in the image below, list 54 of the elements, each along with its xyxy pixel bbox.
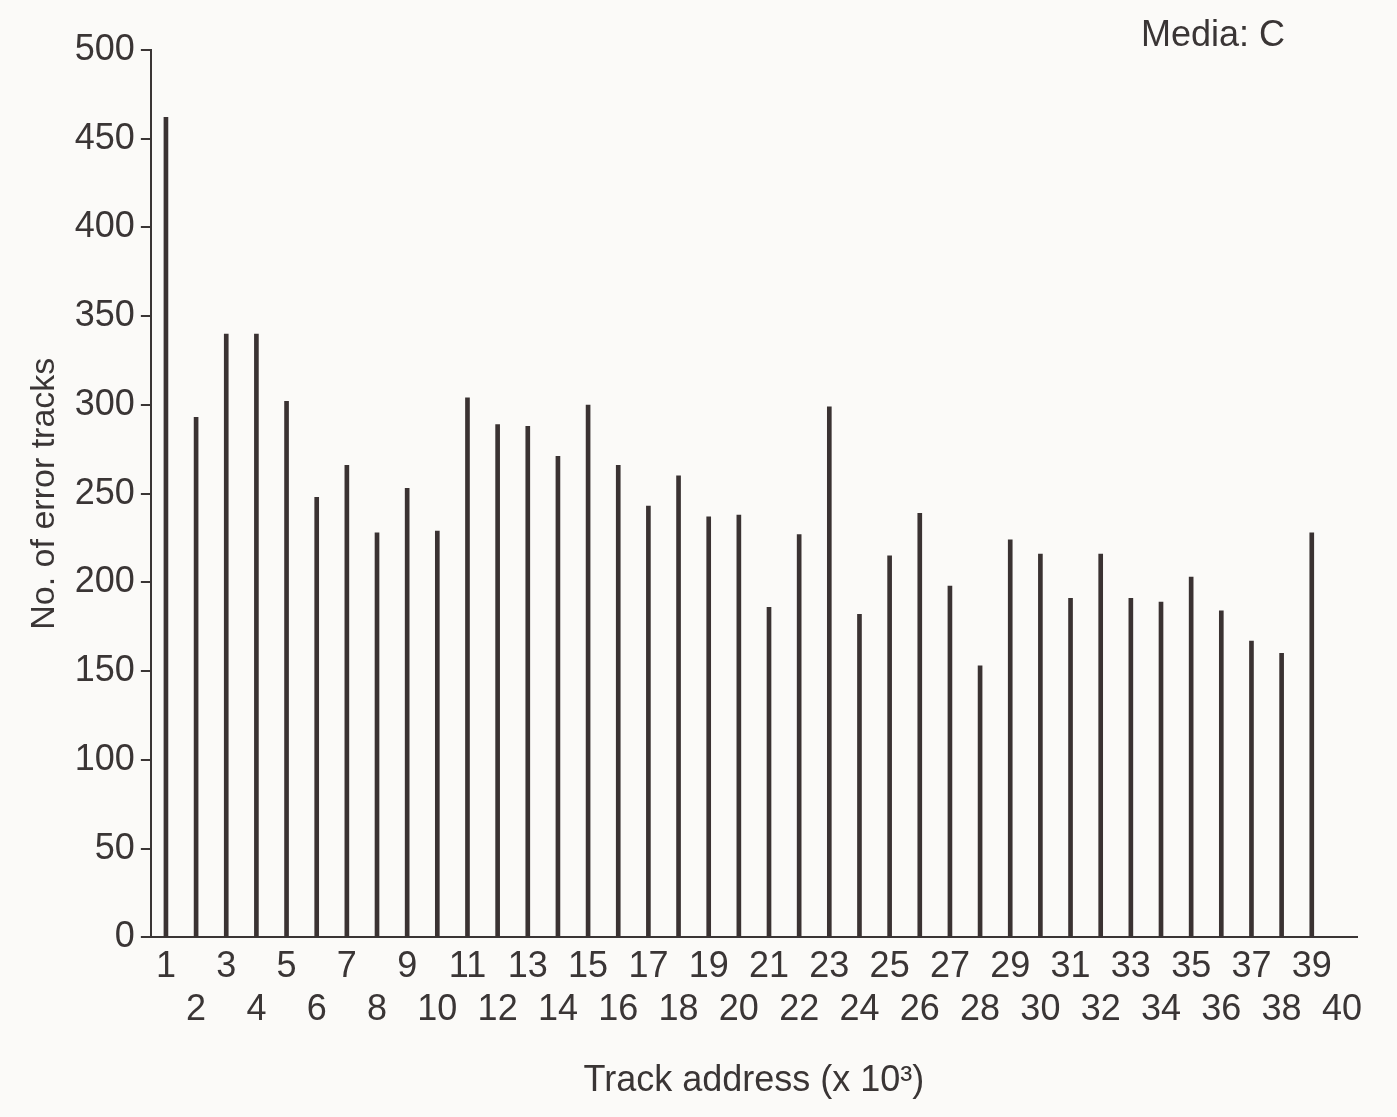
x-tick-label: 1 [155, 943, 176, 985]
x-tick-label: 10 [417, 987, 458, 1029]
x-tick-label: 39 [1291, 943, 1332, 985]
x-tick-label: 27 [929, 943, 970, 985]
x-tick-label: 28 [960, 987, 1001, 1029]
x-tick-label: 34 [1140, 987, 1182, 1029]
x-tick-label: 30 [1020, 987, 1061, 1029]
y-tick-label: 350 [74, 293, 135, 335]
x-tick-label: 3 [216, 943, 237, 985]
y-tick-label: 400 [74, 204, 135, 246]
y-tick-label: 150 [74, 648, 135, 690]
x-axis-title: Track address (x 10³) [583, 1058, 925, 1100]
x-tick-label: 5 [276, 943, 297, 985]
x-tick-label: 25 [869, 943, 910, 985]
x-tick-label: 16 [598, 987, 639, 1029]
x-tick-label: 24 [839, 987, 880, 1029]
x-tick-label: 11 [448, 943, 487, 985]
x-tick-label: 15 [568, 943, 609, 985]
y-tick-label: 300 [74, 381, 135, 423]
x-tick-label: 33 [1110, 943, 1151, 985]
x-tick-label: 4 [246, 987, 267, 1029]
x-tick-label: 36 [1201, 987, 1242, 1029]
x-tick-label: 32 [1080, 987, 1121, 1029]
y-tick-label: 450 [74, 115, 135, 157]
x-tick-label: 38 [1261, 987, 1302, 1029]
x-tick-label: 31 [1050, 943, 1091, 985]
x-tick-label: 20 [718, 987, 759, 1029]
x-tick-label: 13 [507, 943, 548, 985]
x-tick-label: 18 [658, 987, 699, 1029]
x-tick-label: 29 [990, 943, 1031, 985]
x-tick-label: 9 [397, 943, 418, 985]
x-tick-label: 40 [1321, 987, 1362, 1029]
y-tick-label: 500 [74, 26, 135, 68]
y-tick-label: 250 [74, 470, 135, 512]
x-tick-label: 8 [367, 987, 388, 1029]
x-tick-label: 17 [628, 943, 669, 985]
x-tick-label: 2 [186, 987, 207, 1029]
y-tick-label: 0 [114, 914, 135, 956]
y-tick-label: 50 [94, 825, 135, 867]
x-tick-label: 37 [1231, 943, 1272, 985]
x-tick-label: 14 [537, 987, 578, 1029]
x-tick-label: 35 [1171, 943, 1212, 985]
y-tick-label: 100 [74, 736, 135, 778]
y-tick-label: 200 [74, 559, 135, 601]
annotation: Media: C [1140, 12, 1285, 54]
x-tick-label: 22 [779, 987, 820, 1029]
x-tick-label: 6 [306, 987, 327, 1029]
y-axis-title: No. of error tracks [22, 357, 61, 630]
x-tick-label: 19 [688, 943, 729, 985]
x-tick-label: 26 [899, 987, 940, 1029]
x-tick-label: 23 [809, 943, 850, 985]
x-tick-label: 7 [336, 943, 357, 985]
x-tick-label: 21 [748, 943, 790, 985]
x-tick-label: 12 [477, 987, 518, 1029]
